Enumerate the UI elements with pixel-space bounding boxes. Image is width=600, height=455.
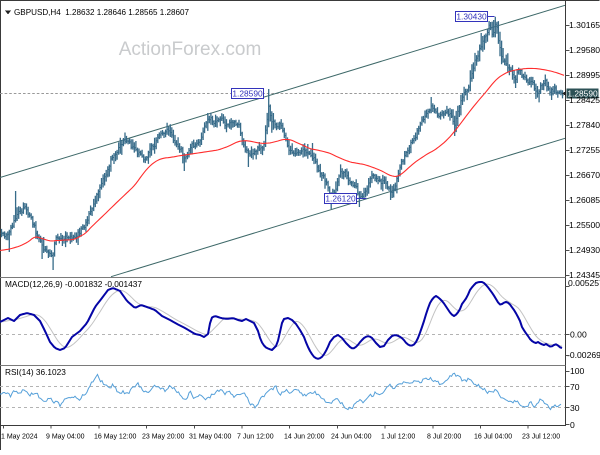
svg-text:0: 0	[570, 420, 575, 430]
svg-text:1.24345: 1.24345	[569, 270, 600, 280]
svg-text:100: 100	[570, 366, 585, 376]
svg-text:1.29580: 1.29580	[569, 45, 600, 55]
svg-text:31 May 04:00: 31 May 04:00	[189, 434, 232, 441]
svg-text:1 May 2024: 1 May 2024	[1, 434, 38, 441]
svg-text:RSI(14) 36.1023: RSI(14) 36.1023	[5, 367, 66, 377]
svg-text:1 Jul 12:00: 1 Jul 12:00	[381, 434, 415, 441]
svg-text:1.26120: 1.26120	[325, 193, 356, 203]
svg-text:23 Jul 12:00: 23 Jul 12:00	[522, 434, 560, 441]
svg-text:1.28995: 1.28995	[569, 70, 600, 80]
svg-text:1.27255: 1.27255	[569, 145, 600, 155]
svg-text:70: 70	[570, 382, 580, 392]
svg-text:0.00: 0.00	[570, 330, 587, 340]
svg-text:1.30430: 1.30430	[456, 11, 487, 21]
svg-text:-0.00269: -0.00269	[567, 350, 600, 360]
svg-text:14 Jun 20:00: 14 Jun 20:00	[284, 434, 325, 441]
svg-text:7 Jun 12:00: 7 Jun 12:00	[237, 434, 274, 441]
svg-text:1.26085: 1.26085	[569, 195, 600, 205]
svg-text:23 May 20:00: 23 May 20:00	[142, 434, 185, 441]
svg-text:8 Jul 20:00: 8 Jul 20:00	[427, 434, 461, 441]
svg-text:1.27840: 1.27840	[569, 120, 600, 130]
svg-text:24 Jun 04:00: 24 Jun 04:00	[331, 434, 372, 441]
svg-text:30: 30	[570, 403, 580, 413]
svg-text:MACD(12,26,9) -0.001832 -0.001: MACD(12,26,9) -0.001832 -0.001437	[5, 279, 142, 289]
svg-text:1.28590: 1.28590	[232, 88, 263, 98]
svg-text:16 Jul 04:00: 16 Jul 04:00	[474, 434, 512, 441]
svg-text:1.30165: 1.30165	[569, 20, 600, 30]
svg-text:ActionForex.com: ActionForex.com	[119, 39, 262, 60]
svg-text:1.26670: 1.26670	[569, 170, 600, 180]
svg-text:9 May 04:00: 9 May 04:00	[46, 434, 85, 441]
svg-text:0.005257: 0.005257	[568, 278, 600, 288]
svg-text:1.25500: 1.25500	[569, 220, 600, 230]
svg-text:1.28590: 1.28590	[567, 88, 598, 98]
svg-text:GBPUSD,H4 1.28632 1.28646 1.2: GBPUSD,H4 1.28632 1.28646 1.28565 1.2860…	[14, 8, 190, 17]
svg-text:1.28425: 1.28425	[569, 95, 600, 105]
svg-text:1.24930: 1.24930	[569, 245, 600, 255]
svg-text:16 May 12:00: 16 May 12:00	[94, 434, 137, 441]
